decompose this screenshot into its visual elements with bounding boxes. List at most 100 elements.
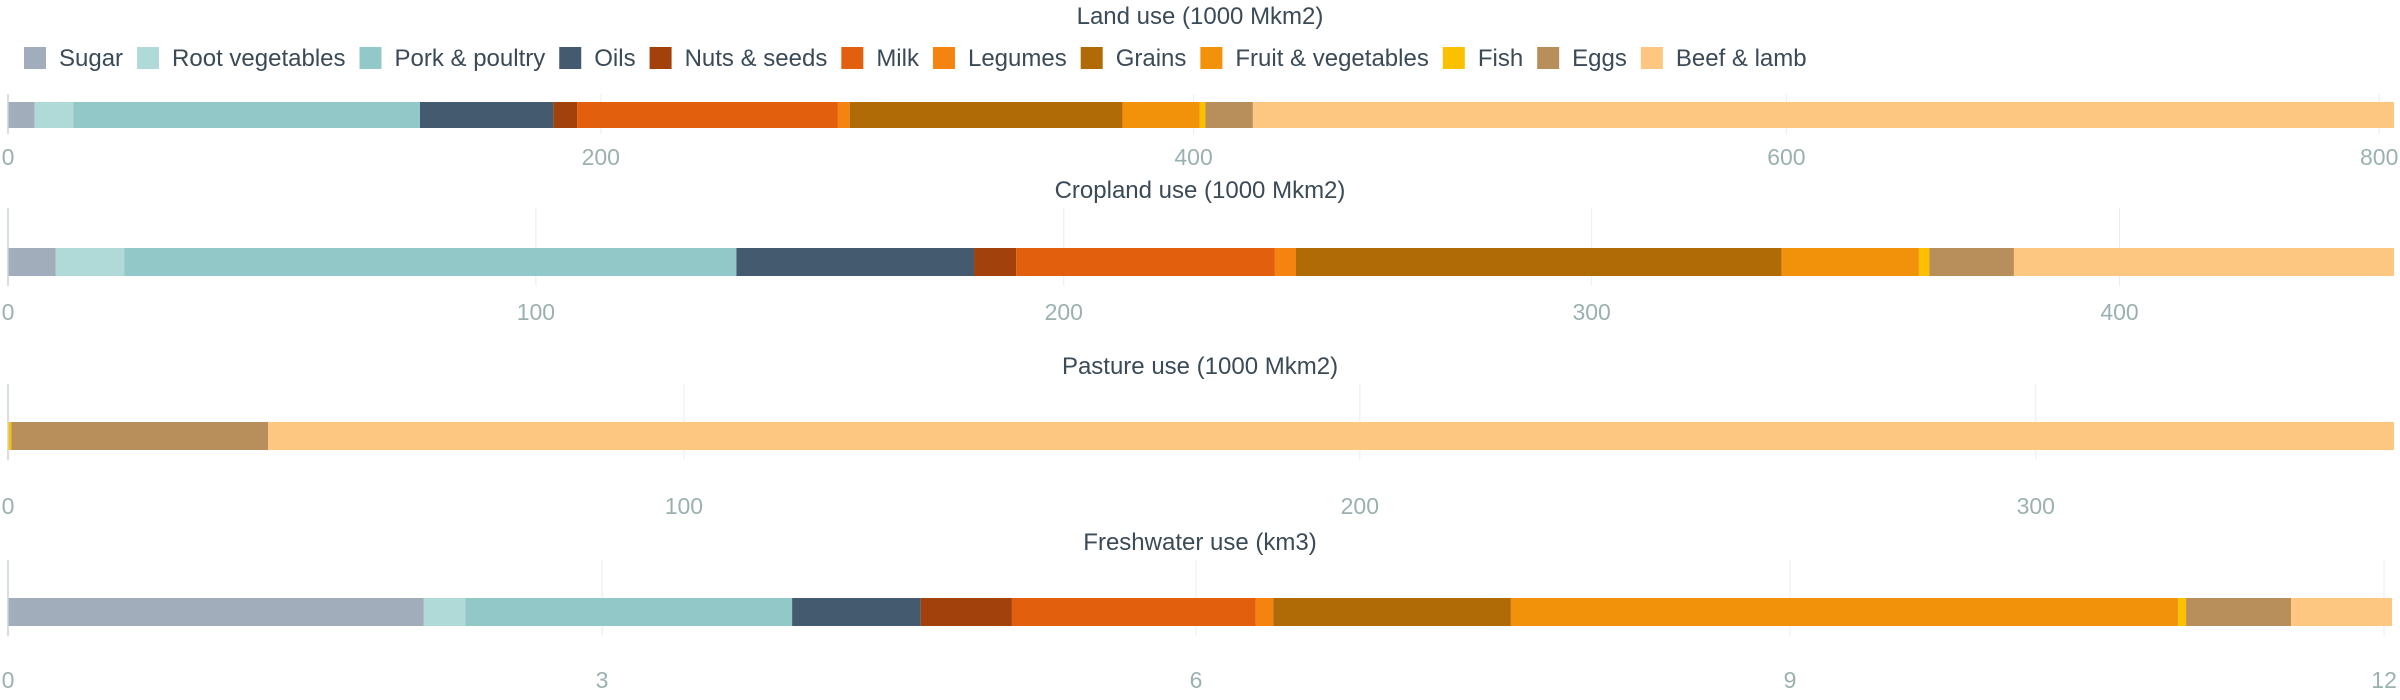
bar-segment-grains[interactable]	[1273, 598, 1511, 626]
bar-segment-root-vegetables[interactable]	[423, 598, 466, 626]
legend-item-fruit-and-vegetables[interactable]: Fruit & vegetables	[1200, 45, 1429, 72]
tick-label: 6	[1190, 667, 1203, 693]
legend-label: Milk	[876, 45, 920, 72]
legend-swatch	[1537, 47, 1560, 69]
tick-label: 3	[596, 667, 609, 693]
bar-segment-pork-and-poultry[interactable]	[73, 102, 420, 128]
tick-label: 200	[1045, 299, 1083, 325]
legend-item-fish[interactable]: Fish	[1442, 45, 1523, 72]
legend-swatch	[1080, 47, 1103, 69]
legend-swatch	[932, 47, 955, 69]
bar-segment-pork-and-poultry[interactable]	[124, 248, 737, 276]
tick-label: 9	[1784, 667, 1797, 693]
bar-segment-legumes[interactable]	[1274, 248, 1297, 276]
tick-label: 600	[1767, 144, 1805, 170]
legend-label: Eggs	[1572, 45, 1627, 72]
legend-swatch	[1442, 47, 1465, 69]
bar-segment-fruit-and-vegetables[interactable]	[1122, 102, 1200, 128]
panel-title: Cropland use (1000 Mkm2)	[1055, 177, 1346, 204]
panel-land-use-1000-mkm2: Land use (1000 Mkm2) 0 200 400 600 800	[2, 3, 2399, 170]
legend: Sugar Root vegetables Pork & poultry Oils Nu…	[24, 45, 1807, 72]
legend-swatch	[1200, 47, 1223, 69]
legend-item-beef-and-lamb[interactable]: Beef & lamb	[1640, 45, 1807, 72]
legend-label: Grains	[1116, 45, 1187, 72]
bar-segment-beef-and-lamb[interactable]	[1252, 102, 2394, 128]
legend-item-root-vegetables[interactable]: Root vegetables	[137, 45, 346, 72]
bar-segment-fish[interactable]	[1918, 248, 1930, 276]
legend-item-oils[interactable]: Oils	[559, 45, 636, 72]
bar-segment-milk[interactable]	[1016, 248, 1275, 276]
bar-segment-nuts-and-seeds[interactable]	[974, 248, 1017, 276]
bar-segment-pork-and-poultry[interactable]	[465, 598, 793, 626]
panel-freshwater-use-km3: Freshwater use (km3) 0 3 6 9 12	[2, 529, 2397, 693]
bar-segment-root-vegetables[interactable]	[34, 102, 74, 128]
legend-label: Pork & poultry	[395, 45, 546, 72]
legend-label: Oils	[594, 45, 635, 72]
bar-segment-legumes[interactable]	[1255, 598, 1274, 626]
bar-segment-oils[interactable]	[792, 598, 921, 626]
bar-segment-oils[interactable]	[419, 102, 554, 128]
legend-swatch	[1640, 47, 1663, 69]
tick-label: 800	[2360, 144, 2398, 170]
tick-label: 12	[2371, 667, 2397, 693]
bar-segment-fish[interactable]	[8, 422, 12, 450]
bar-segment-fruit-and-vegetables[interactable]	[1510, 598, 2179, 626]
bar-segment-sugar[interactable]	[8, 102, 35, 128]
tick-label: 400	[1174, 144, 1212, 170]
legend-item-milk[interactable]: Milk	[841, 45, 920, 72]
panel-title: Pasture use (1000 Mkm2)	[1062, 353, 1338, 380]
tick-label: 100	[665, 493, 703, 519]
bar-segment-fish[interactable]	[1199, 102, 1206, 128]
bar-segment-fruit-and-vegetables[interactable]	[1781, 248, 1919, 276]
bar-segment-milk[interactable]	[1011, 598, 1256, 626]
bar-segment-eggs[interactable]	[1205, 102, 1253, 128]
legend-label: Root vegetables	[172, 45, 345, 72]
legend-item-pork-and-poultry[interactable]: Pork & poultry	[359, 45, 546, 72]
legend-item-grains[interactable]: Grains	[1080, 45, 1187, 72]
tick-label: 0	[2, 493, 15, 519]
bar-segment-sugar[interactable]	[8, 248, 56, 276]
bar-segment-legumes[interactable]	[837, 102, 850, 128]
tick-label: 200	[582, 144, 620, 170]
legend-label: Fish	[1478, 45, 1523, 72]
panel-pasture-use-1000-mkm2: Pasture use (1000 Mkm2) 0 100 200 300	[2, 353, 2394, 519]
tick-label: 200	[1341, 493, 1379, 519]
legend-item-nuts-and-seeds[interactable]: Nuts & seeds	[649, 45, 828, 72]
bar-segment-root-vegetables[interactable]	[55, 248, 125, 276]
bar-segment-grains[interactable]	[849, 102, 1123, 128]
bar-segment-eggs[interactable]	[11, 422, 269, 450]
legend-swatch	[559, 47, 582, 69]
legend-label: Nuts & seeds	[685, 45, 828, 72]
legend-swatch	[649, 47, 672, 69]
bar-segment-nuts-and-seeds[interactable]	[920, 598, 1012, 626]
legend-swatch	[841, 47, 864, 69]
bar-segment-oils[interactable]	[736, 248, 975, 276]
bar-segment-sugar[interactable]	[8, 598, 424, 626]
legend-item-eggs[interactable]: Eggs	[1537, 45, 1627, 72]
legend-swatch	[137, 47, 160, 69]
bar-segment-eggs[interactable]	[1929, 248, 2014, 276]
bar-segment-nuts-and-seeds[interactable]	[553, 102, 578, 128]
legend-label: Fruit & vegetables	[1235, 45, 1428, 72]
bar-segment-milk[interactable]	[577, 102, 838, 128]
tick-label: 0	[2, 299, 15, 325]
tick-label: 100	[517, 299, 555, 325]
legend-label: Legumes	[968, 45, 1067, 72]
legend-item-legumes[interactable]: Legumes	[932, 45, 1067, 72]
tick-label: 0	[2, 667, 15, 693]
panel-cropland-use-1000-mkm2: Cropland use (1000 Mkm2) 0 100 200 300 400	[2, 177, 2394, 325]
bar-segment-beef-and-lamb[interactable]	[268, 422, 2394, 450]
bar-segment-grains[interactable]	[1296, 248, 1782, 276]
bar-segment-beef-and-lamb[interactable]	[2291, 598, 2393, 626]
tick-label: 400	[2100, 299, 2138, 325]
legend-swatch	[24, 47, 46, 69]
bar-segment-beef-and-lamb[interactable]	[2013, 248, 2394, 276]
tick-label: 300	[2017, 493, 2055, 519]
legend-item-sugar[interactable]: Sugar	[24, 45, 123, 72]
panel-title: Land use (1000 Mkm2)	[1077, 3, 1324, 30]
legend-swatch	[359, 47, 382, 69]
bar-segment-eggs[interactable]	[2186, 598, 2292, 626]
bar-segment-fish[interactable]	[2178, 598, 2187, 626]
